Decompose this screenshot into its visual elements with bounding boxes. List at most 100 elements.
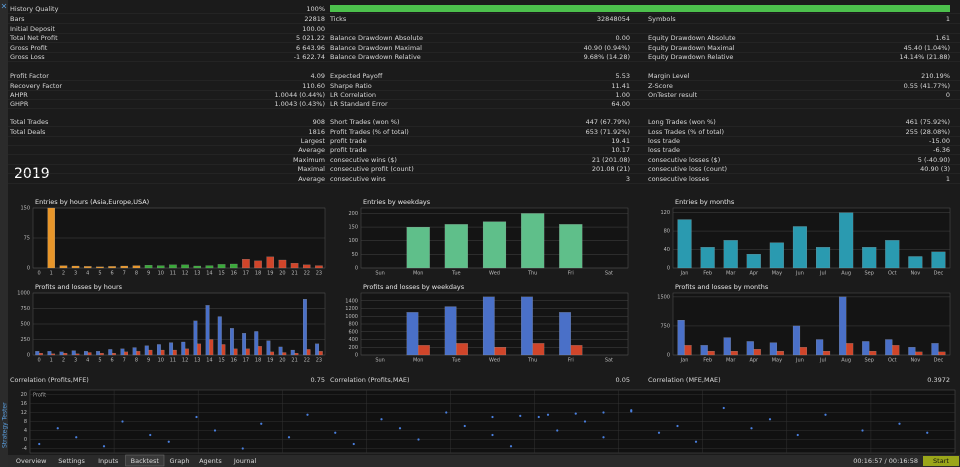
x-tick-label: Wed	[489, 271, 500, 277]
stat-value: 40.90 (0.94%)	[584, 44, 630, 52]
bar	[160, 349, 165, 356]
stat-value: 1.61	[936, 34, 950, 42]
x-tick-label: 22	[304, 271, 310, 277]
x-tick-label: Oct	[888, 358, 897, 364]
tab-label[interactable]: Journal	[233, 457, 257, 465]
tab[interactable]	[166, 455, 193, 466]
bar	[700, 247, 715, 269]
tab-label[interactable]: Inputs	[98, 457, 119, 465]
bar	[181, 341, 186, 356]
stat-value: 447 (67.79%)	[586, 118, 630, 126]
bar	[931, 343, 939, 356]
x-tick-label: Feb	[703, 358, 712, 364]
bar	[482, 296, 495, 356]
bar	[83, 266, 92, 269]
scatter-point	[491, 415, 494, 419]
stat-label: AHPR	[10, 91, 28, 99]
tab-label[interactable]: Graph	[170, 457, 190, 465]
x-tick-label: 12	[182, 271, 188, 277]
x-tick-label: 15	[218, 271, 224, 277]
bar	[306, 349, 311, 356]
close-icon[interactable]: ×	[1, 2, 8, 11]
scatter-point	[102, 445, 106, 448]
tab-label[interactable]: Overview	[16, 457, 47, 465]
bar	[59, 265, 68, 269]
bar	[915, 351, 923, 356]
y-tick-label: 600	[348, 329, 358, 335]
tab-label[interactable]: Agents	[199, 457, 222, 465]
scatter-point	[75, 436, 78, 439]
scatter-point	[417, 438, 420, 441]
tab[interactable]	[227, 455, 263, 466]
bar	[111, 353, 116, 356]
x-tick-label: 11	[170, 271, 176, 277]
stat-label: Total Net Profit	[9, 34, 58, 42]
x-tick-label: Dec	[934, 271, 944, 277]
stat-label: Balance Drawdown Maximal	[330, 44, 422, 52]
y-tick-label: 750	[20, 306, 30, 312]
stat-value: 201.08 (21)	[592, 165, 630, 173]
bar	[230, 328, 234, 356]
stat-value: 255 (28.08%)	[906, 128, 950, 136]
x-tick-label: 5	[98, 271, 101, 277]
x-tick-label: Feb	[703, 271, 712, 277]
x-tick-label: 15	[218, 358, 224, 364]
start-label[interactable]: Start	[933, 457, 949, 465]
bar	[318, 351, 323, 356]
bar	[846, 343, 854, 356]
x-tick-label: Fri	[568, 271, 574, 277]
bar	[862, 247, 877, 269]
x-tick-label: 10	[158, 358, 164, 364]
bar	[290, 349, 295, 356]
bar	[59, 351, 64, 356]
bar	[885, 240, 900, 269]
bar	[862, 341, 870, 356]
stat-value: -1 622.74	[294, 53, 325, 61]
stat-value: 1	[946, 175, 950, 183]
x-tick-label: 20	[279, 271, 285, 277]
bar	[87, 352, 92, 356]
bar	[769, 242, 784, 269]
bar	[315, 343, 320, 356]
scatter-point	[824, 413, 827, 416]
x-tick-label: 21	[291, 271, 297, 277]
bar	[294, 353, 299, 356]
x-tick-label: Jul	[819, 271, 826, 277]
x-tick-label: 21	[291, 358, 297, 364]
stat-label: Equity Drawdown Relative	[648, 53, 733, 61]
scatter-point	[213, 429, 217, 432]
tab[interactable]	[125, 454, 165, 467]
tab-label[interactable]: Backtest	[131, 457, 160, 465]
bar	[769, 342, 777, 356]
stat-label: Gross Profit	[10, 44, 48, 52]
scatter-point	[694, 440, 698, 443]
stat-value: 1.0043 (0.43%)	[274, 100, 325, 108]
tab[interactable]	[92, 455, 124, 466]
y-tick-label: 0	[24, 437, 27, 443]
scatter-point	[334, 431, 337, 434]
x-tick-label: 4	[86, 271, 89, 277]
stat-value: 11.41	[611, 82, 630, 90]
tab[interactable]	[195, 455, 226, 466]
stat-value: 908	[313, 118, 325, 126]
stat-label: History Quality	[10, 5, 59, 13]
row-line	[8, 13, 960, 14]
x-tick-label: Jul	[819, 358, 826, 364]
start-button[interactable]	[923, 456, 959, 466]
tab[interactable]	[12, 455, 51, 466]
stat-value: 1.0044 (0.44%)	[274, 91, 325, 99]
bar	[869, 351, 877, 356]
stat-label: consecutive wins	[330, 175, 386, 183]
row-line	[8, 23, 960, 24]
y-tick-label: 8	[24, 419, 27, 425]
scatter-point	[398, 427, 402, 430]
row-line	[8, 173, 960, 174]
tab-label[interactable]: Settings	[58, 457, 85, 465]
bar	[221, 344, 226, 356]
correlation-label: Correlation (MFE,MAE)	[648, 376, 721, 384]
tab[interactable]	[52, 455, 91, 466]
y-tick-label: 250	[20, 337, 30, 343]
bar	[270, 351, 274, 356]
bar	[193, 265, 202, 269]
x-tick-label: Jun	[795, 271, 804, 277]
